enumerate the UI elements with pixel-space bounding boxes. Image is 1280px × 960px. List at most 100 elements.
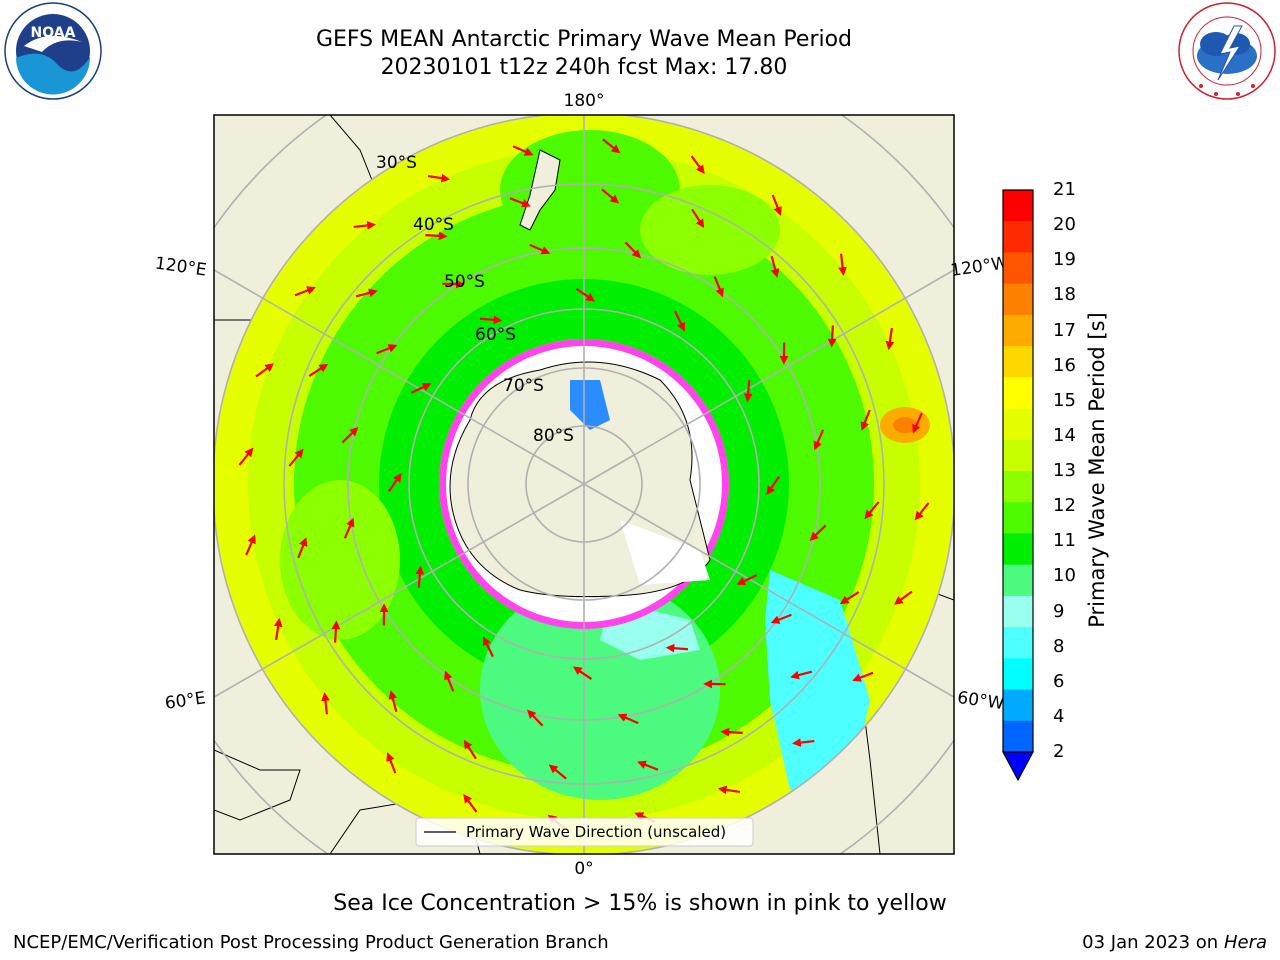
colorbar-cell <box>1003 595 1033 628</box>
lon-label-0: 0° <box>574 859 593 879</box>
footer-date: 03 Jan 2023 on Hera <box>1082 932 1267 953</box>
wave-arrow <box>736 574 758 585</box>
colorbar-tick-label: 18 <box>1053 284 1076 306</box>
colorbar-tick-label: 19 <box>1053 249 1076 271</box>
footer-date-text: 03 Jan 2023 on <box>1082 932 1219 953</box>
colorbar-cell <box>1003 533 1033 566</box>
colorbar-tick-label: 20 <box>1053 214 1076 236</box>
wave-arrow <box>852 671 874 682</box>
wave-arrow <box>425 231 448 241</box>
wave-arrow <box>624 241 642 259</box>
chart-subtitle-run: 20230101 t12z 240h fcst Max: 17.80 <box>380 55 788 80</box>
wave-arrow <box>512 145 534 156</box>
wave-arrow <box>893 590 913 605</box>
wave-arrow <box>388 690 398 713</box>
wave-arrow <box>353 221 376 230</box>
lon-label-120e: 120°E <box>154 254 208 281</box>
wave-arrow <box>792 738 815 747</box>
wave-arrow <box>509 197 531 208</box>
wave-arrow <box>691 208 705 229</box>
colorbar-tick-label: 16 <box>1053 354 1076 376</box>
lat-label-50s: 50°S <box>444 272 485 292</box>
colorbar-cell <box>1003 221 1033 253</box>
wave-arrow <box>743 379 753 403</box>
colorbar-tick-label: 9 <box>1053 600 1065 622</box>
wave-arrow <box>308 363 329 377</box>
colorbar-cell <box>1003 471 1033 503</box>
wave-arrow <box>827 325 837 348</box>
lon-label-180: 180° <box>564 91 605 111</box>
lon-label-60e: 60°E <box>164 688 207 713</box>
colorbar-tick-label: 14 <box>1053 424 1076 446</box>
wave-arrow <box>343 517 355 539</box>
wave-arrow <box>415 565 425 589</box>
wave-arrow <box>463 793 478 813</box>
wave-arrow <box>444 670 455 692</box>
footer-machine: Hera <box>1223 932 1267 953</box>
wave-arrow <box>637 760 659 771</box>
wave-arrow <box>766 475 780 496</box>
colorbar-tick-label: 6 <box>1053 670 1065 692</box>
colorbar-cell <box>1003 439 1033 472</box>
wave-arrow <box>838 253 847 276</box>
lat-label-80s: 80°S <box>533 426 574 446</box>
wave-arrow <box>674 310 685 332</box>
wave-arrow <box>321 692 330 715</box>
wave-arrow <box>255 363 275 378</box>
colorbar-cell <box>1003 564 1033 597</box>
wave-arrow <box>864 501 880 520</box>
wave-arrow <box>238 447 254 466</box>
colorbar-tick-label: 10 <box>1053 565 1076 587</box>
colorbar-tick-label: 11 <box>1053 530 1076 552</box>
wave-arrow <box>355 288 378 298</box>
colorbar-cell <box>1003 408 1033 441</box>
wave-arrow <box>294 286 316 297</box>
wave-arrow <box>770 255 780 278</box>
wave-arrow <box>790 670 813 680</box>
colorbar-cell <box>1003 658 1033 691</box>
wave-arrow <box>809 524 827 542</box>
noaa-logo-text: NOAA <box>31 25 76 41</box>
colorbar-tick-label: 12 <box>1053 495 1076 517</box>
map-legend: Primary Wave Direction (unscaled) <box>415 817 754 847</box>
wave-arrow <box>386 752 397 774</box>
colorbar-cell <box>1003 190 1033 222</box>
wave-arrow <box>717 785 741 795</box>
legend-label: Primary Wave Direction (unscaled) <box>466 823 726 841</box>
colorbar-cell <box>1003 720 1033 753</box>
colorbar-cell <box>1003 283 1033 316</box>
wave-arrow <box>410 383 432 394</box>
wave-arrow <box>601 188 620 204</box>
noaa-logo: NOAA <box>4 2 102 100</box>
colorbar-cell <box>1003 252 1033 285</box>
wave-arrow <box>813 429 825 451</box>
colorbar <box>1001 189 1035 782</box>
wave-arrow <box>245 534 256 556</box>
wave-arrow <box>575 288 596 302</box>
wave-arrow <box>376 344 398 355</box>
wave-arrow <box>297 537 308 559</box>
wave-arrow <box>771 194 782 216</box>
colorbar-tick-label: 17 <box>1053 319 1076 341</box>
wave-arrow <box>860 409 871 431</box>
colorbar-title: Primary Wave Mean Period [s] <box>1085 312 1109 628</box>
wave-arrow <box>617 713 639 725</box>
wave-arrow <box>665 643 689 653</box>
colorbar-cell <box>1003 502 1033 534</box>
wave-arrow <box>720 727 743 737</box>
lat-label-30s: 30°S <box>376 153 417 173</box>
colorbar-cell <box>1003 314 1033 347</box>
sea-ice-note: Sea Ice Concentration > 15% is shown in … <box>333 891 947 916</box>
colorbar-cell <box>1003 346 1033 378</box>
wave-arrow <box>548 764 567 780</box>
lat-label-60s: 60°S <box>475 325 516 345</box>
lat-label-40s: 40°S <box>413 215 454 235</box>
wave-arrow <box>713 276 724 298</box>
wave-arrow <box>572 666 593 680</box>
wave-arrow <box>690 155 705 175</box>
wave-arrow <box>912 412 923 434</box>
wave-arrow <box>914 502 930 521</box>
wave-arrow <box>839 591 860 605</box>
colorbar-cell <box>1003 689 1033 722</box>
